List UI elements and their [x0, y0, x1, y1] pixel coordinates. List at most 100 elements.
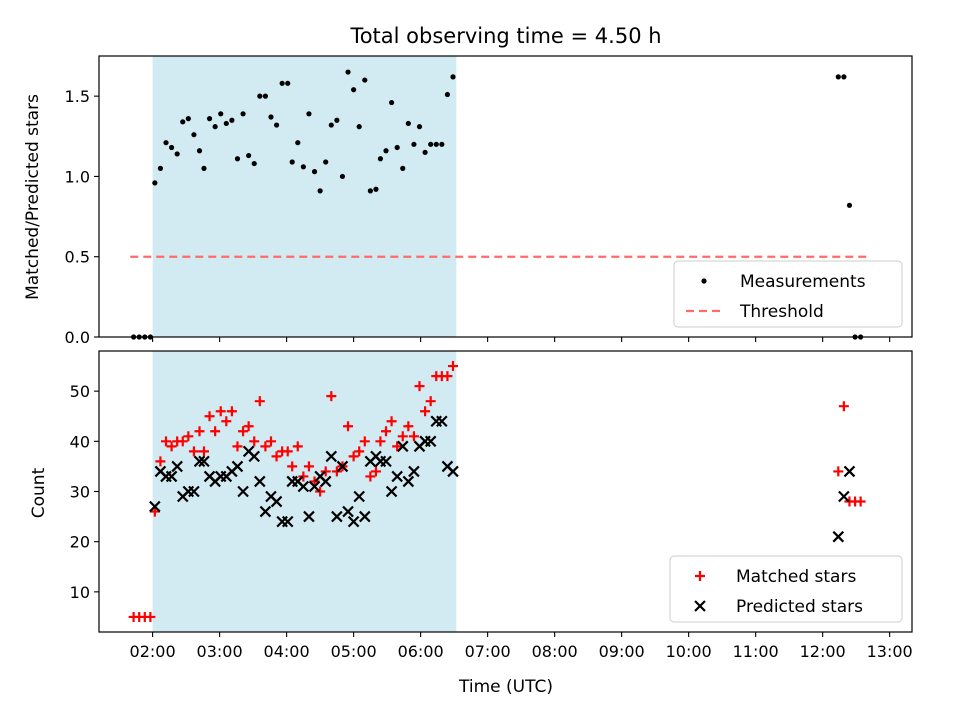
predicted-point	[424, 435, 437, 448]
measurement-point	[246, 152, 252, 159]
matched-point	[331, 466, 342, 477]
measurement-point	[841, 74, 847, 80]
matched-point	[408, 431, 419, 442]
matched-point	[414, 381, 425, 392]
measurement-point	[152, 180, 158, 186]
matched-point	[838, 401, 849, 412]
predicted-point	[436, 415, 448, 428]
matched-point	[254, 396, 265, 407]
legend-box	[673, 260, 903, 328]
measurement-point	[218, 111, 224, 117]
matched-point	[425, 396, 436, 407]
matched-point	[249, 436, 260, 447]
matched-point	[282, 446, 293, 457]
predicted-point	[342, 505, 354, 518]
matched-point	[303, 461, 314, 472]
measurement-point	[400, 165, 406, 171]
matched-point	[375, 436, 386, 447]
matched-point	[226, 406, 237, 417]
axes-frame	[98, 55, 913, 338]
y-tick-label: 10	[70, 583, 90, 602]
matched-point	[210, 426, 221, 437]
y-tick-label: 50	[70, 382, 90, 401]
x-tick-label: 07:00	[465, 642, 511, 661]
predicted-point	[254, 475, 266, 488]
y-axis-label-count: Count	[29, 467, 49, 518]
measurement-point	[295, 140, 301, 146]
measurement-point	[383, 148, 389, 154]
legend: Measurements Threshold	[673, 260, 903, 328]
x-tick-label: 05:00	[331, 642, 377, 661]
matched-point	[243, 421, 254, 432]
series-measurements	[131, 69, 864, 340]
measurement-point	[373, 186, 379, 192]
matched-point	[221, 416, 232, 427]
predicted-point	[270, 495, 283, 508]
series-matched-stars	[128, 361, 866, 622]
y-tick-label: 30	[70, 483, 90, 502]
matched-point	[315, 486, 326, 497]
matched-point	[260, 441, 271, 452]
matched-point	[397, 431, 408, 442]
predicted-point	[838, 490, 850, 503]
measurement-point	[428, 141, 434, 147]
predicted-point	[171, 460, 183, 473]
measurement-point	[311, 169, 318, 175]
measurement-point	[196, 148, 203, 154]
matched-point	[442, 371, 453, 382]
measurement-point	[362, 77, 368, 83]
y-tick-label: 20	[70, 533, 90, 552]
measurement-point	[388, 99, 395, 106]
measurement-point	[450, 74, 456, 80]
measurement-point	[444, 91, 451, 98]
predicted-point	[308, 480, 321, 493]
measurement-point	[439, 141, 445, 147]
predicted-point	[447, 465, 459, 478]
measurement-point	[223, 120, 229, 127]
x-tick-label: 10:00	[666, 642, 712, 661]
predicted-point	[325, 450, 338, 463]
measurement-point	[323, 159, 329, 165]
measurement-point	[289, 159, 295, 165]
measurement-point	[394, 144, 400, 151]
predicted-point	[259, 505, 272, 518]
measurement-point	[185, 116, 191, 122]
measurement-point	[416, 124, 423, 130]
measurement-point	[240, 111, 246, 117]
measurement-point	[163, 140, 169, 146]
predicted-point	[396, 440, 409, 453]
measurement-point	[229, 117, 235, 123]
legend-box	[669, 555, 903, 623]
y-axis-label-ratio: Matched/Predicted stars	[23, 94, 43, 300]
predicted-point	[402, 475, 415, 488]
predicted-point	[319, 475, 332, 488]
x-axis-label: Time (UTC)	[458, 677, 553, 697]
predicted-point	[248, 450, 261, 463]
y-tick-label: 1.0	[65, 167, 90, 186]
measurement-point	[234, 156, 241, 162]
observing-window-shade	[152, 351, 457, 632]
measurement-point	[377, 156, 384, 162]
matched-point	[381, 426, 392, 437]
predicted-point	[380, 455, 392, 468]
x-tick-label: 09:00	[599, 642, 645, 661]
matched-point	[343, 421, 354, 432]
measurement-point	[317, 188, 323, 194]
matched-point	[194, 426, 205, 437]
predicted-point	[391, 470, 403, 483]
matched-point	[232, 441, 243, 452]
predicted-point	[188, 485, 200, 498]
series-predicted-stars	[149, 415, 856, 543]
matched-point	[204, 411, 215, 422]
measurement-point	[328, 122, 334, 128]
y-tick-label: 0.5	[65, 248, 90, 267]
matched-point	[177, 436, 188, 447]
panel-ratio: 0.0 0.5 1.0 1.5 Measurements Threshold	[65, 55, 913, 347]
measurement-point	[405, 120, 411, 127]
matched-point	[298, 471, 309, 482]
observing-window-shade	[152, 56, 457, 337]
predicted-point	[303, 510, 315, 523]
chart-title: Total observing time = 4.50 h	[349, 24, 661, 48]
x-tick-label: 08:00	[532, 642, 578, 661]
